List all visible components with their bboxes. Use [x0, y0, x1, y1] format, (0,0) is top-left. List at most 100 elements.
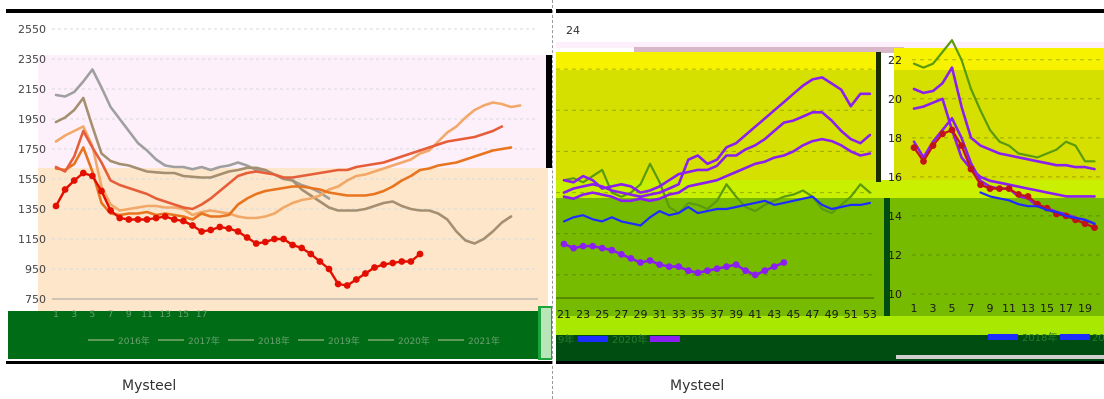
series-line-6-point: [271, 235, 278, 243]
x-tick-label: 39: [729, 308, 743, 321]
pink-top-strip: [556, 42, 1104, 48]
legend-label: 2018年: [258, 335, 290, 347]
x-tick-label: 37: [710, 308, 724, 321]
x-tick-label: 31: [653, 308, 667, 321]
left-series-line-4: [562, 137, 872, 203]
legend-label: 2019年: [328, 335, 360, 347]
left-series-line-6-point: [780, 259, 788, 266]
series-line-6-point: [261, 238, 269, 246]
x-tick-label: 45: [786, 308, 800, 321]
top-rule-right: [556, 9, 1104, 13]
left-series-line-6-point: [637, 259, 644, 266]
series-line-3: [54, 101, 522, 220]
legend-label: 2020年: [398, 335, 430, 347]
x-tick-label: 49: [825, 308, 839, 321]
series-line-6-point: [180, 217, 187, 225]
left-series-line-6-point: [646, 257, 654, 264]
series-line-6-point: [207, 226, 215, 234]
x-tick-label: 41: [748, 308, 762, 321]
right-series-line-6: [979, 191, 1096, 225]
series-line-6-point: [161, 213, 169, 220]
bottom-rule-right: [556, 361, 1104, 364]
y-tick-label: 18: [888, 132, 902, 145]
legend-label: 2018年: [1022, 331, 1057, 344]
right-series-line-5-point: [910, 144, 918, 152]
right-series-line-5-point: [929, 142, 937, 150]
series-line-6-point: [79, 169, 87, 177]
series-line-5: [54, 125, 504, 211]
x-tick-label: 15: [178, 310, 189, 320]
series-line-6-point: [371, 264, 378, 271]
x-tick-label: 17: [1059, 302, 1073, 315]
legend-label: 20: [1092, 333, 1104, 344]
x-tick-label: 23: [576, 308, 590, 321]
series-line-6-point: [407, 258, 415, 265]
y-tick-label: 1350: [18, 203, 46, 216]
right-series-line-5-point: [1081, 220, 1089, 228]
legend-swatch: [988, 334, 1018, 340]
series-line-6-point: [316, 258, 324, 265]
series-line-6-point: [243, 234, 251, 241]
x-tick-label: 21: [557, 308, 571, 321]
y-tick-label: 10: [888, 288, 902, 301]
y-tick-label: 2150: [18, 83, 46, 96]
lime-lower-strip: [556, 316, 1104, 336]
legend-bright-inner: [541, 308, 551, 358]
right-series-line-5-point: [1024, 193, 1032, 200]
right-series-line-5-point: [1005, 185, 1013, 193]
x-tick-label: 43: [767, 308, 781, 321]
right-edge-bar: [546, 55, 552, 168]
dark-divider-upper: [876, 52, 881, 182]
right-series-line-2: [912, 66, 1096, 171]
legend-label: 9年: [558, 333, 574, 346]
x-tick-label: 25: [595, 308, 609, 321]
series-line-6-point: [143, 216, 151, 223]
y-tick-label: 14: [888, 210, 902, 223]
left-series-line-6-point: [618, 250, 625, 258]
gray-scroll-strip: [896, 355, 1104, 359]
x-tick-label: 3: [71, 310, 77, 320]
x-tick-label: 5: [949, 302, 956, 315]
series-line-6-point: [125, 216, 133, 223]
x-tick-label: 3: [930, 302, 937, 315]
left-series-line-1: [562, 162, 871, 215]
right-series-line-5-point: [1015, 191, 1022, 198]
series-line-6-point: [298, 244, 306, 252]
right-series-line-5-point: [948, 126, 956, 134]
series-line-6-point: [170, 216, 178, 223]
legend-label: 2016年: [118, 335, 150, 347]
left-series-line-6-point: [742, 267, 749, 275]
series-line-6-point: [325, 265, 333, 273]
y-tick-label: 1150: [18, 233, 46, 246]
y-tick-label: 1750: [18, 143, 46, 156]
right-chart-panel: 24 21 23 25 27 29 31 33 35 37 39 41 43 45 47 49 51 53 10 12…: [556, 0, 1104, 399]
mauve-strip: [634, 47, 904, 53]
x-tick-label: 5: [90, 310, 96, 320]
yellow-strip-right: [894, 48, 1104, 70]
legend-label: 2021年: [468, 335, 500, 347]
left-series-line-6-point: [694, 269, 702, 277]
series-line-6-point: [116, 214, 124, 222]
left-series-line-6-point: [608, 246, 616, 254]
y-tick-label: 1950: [18, 113, 46, 126]
series-line-6-point: [343, 282, 351, 289]
series-line-6-point: [334, 280, 342, 288]
left-series-line-6-point: [665, 263, 673, 270]
left-series-line-2: [562, 76, 872, 198]
bottom-rule-left: [6, 361, 552, 364]
x-tick-label: 1: [911, 302, 918, 315]
series-line-6-point: [252, 240, 260, 247]
series-line-6-point: [234, 228, 242, 235]
legend-swatch: [578, 336, 608, 342]
x-tick-label: 9: [126, 310, 132, 320]
series-line-4: [54, 146, 513, 221]
x-tick-label: 9: [987, 302, 994, 315]
x-tick-label: 11: [141, 310, 152, 320]
series-line-6-point: [380, 261, 387, 268]
y-tick-label: 20: [888, 93, 902, 106]
right-series-line-5-point: [996, 185, 1003, 193]
left-series-line-6-point: [570, 244, 577, 252]
series-line-6-point: [416, 250, 424, 258]
left-series-line-6-point: [656, 261, 663, 268]
olive-panel-right: [894, 48, 1104, 182]
